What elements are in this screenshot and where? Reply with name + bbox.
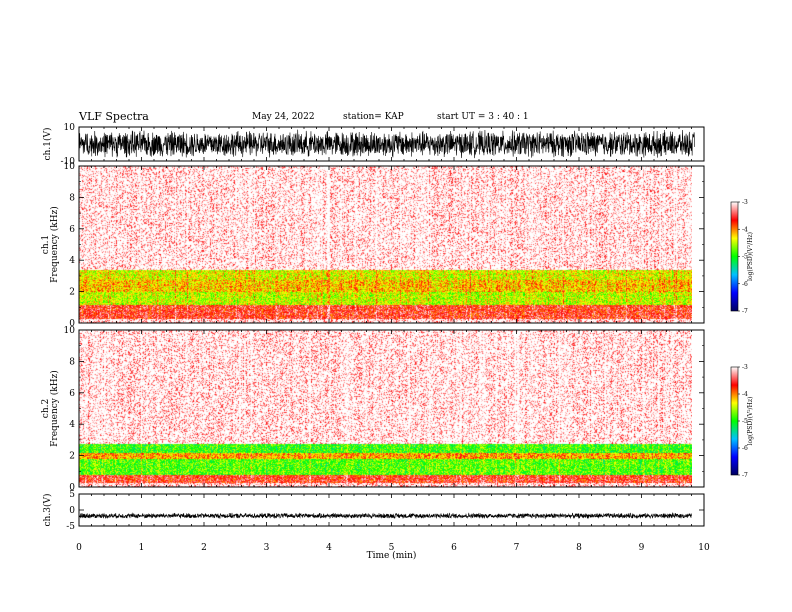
colorbar-tick-label: -4	[742, 391, 748, 398]
x-tick-label: 8	[576, 543, 582, 553]
colorbar-tick-label: -6	[742, 281, 748, 288]
y-tick-label: 4	[69, 256, 75, 266]
y-tick-label: 10	[64, 123, 76, 133]
y-tick-label: 10	[64, 326, 76, 336]
y-axis-label: ch.1(V)	[42, 128, 53, 161]
colorbar-1	[730, 201, 739, 312]
x-tick-label: 10	[698, 543, 710, 553]
x-tick-label: 5	[389, 543, 395, 553]
y-axis-label: ch.2	[41, 399, 51, 418]
x-tick-label: 7	[514, 543, 520, 553]
x-tick-label: 3	[264, 543, 270, 553]
x-tick-label: 4	[326, 543, 332, 553]
colorbar-label: log(PSD)(V²/Hz)	[747, 397, 754, 446]
y-tick-label: 6	[69, 225, 75, 235]
colorbar-tick-label: -3	[742, 364, 748, 371]
waveform-ch3-trace	[78, 512, 692, 520]
colorbar-tick-label: -5	[742, 254, 748, 261]
y-tick-label: 10	[64, 162, 76, 172]
colorbar-tick-label: -7	[742, 308, 748, 315]
colorbar-tick-label: -5	[742, 418, 748, 425]
y-tick-label: 0	[69, 483, 75, 493]
y-tick-label: 4	[69, 420, 75, 430]
y-tick-label: -10	[61, 157, 76, 167]
start-time-label: start UT = 3 : 40 : 1	[437, 112, 529, 122]
panel-frame-4	[78, 493, 705, 527]
x-tick-label: 6	[451, 543, 457, 553]
x-tick-label: 2	[201, 543, 207, 553]
colorbar-tick-label: -7	[742, 472, 748, 479]
y-tick-label: -5	[66, 522, 75, 532]
x-tick-label: 0	[76, 543, 82, 553]
date-label: May 24, 2022	[252, 112, 315, 122]
spectrogram-ch2-image	[79, 330, 692, 487]
y-axis-label: Frequency (kHz)	[49, 206, 60, 283]
x-tick-label: 1	[139, 543, 145, 553]
colorbar-tick-label: -6	[742, 445, 748, 452]
y-axis-label: ch.1	[41, 235, 51, 254]
y-tick-label: 2	[69, 452, 75, 462]
x-axis-label: Time (min)	[367, 550, 417, 561]
chart-title: VLF Spectra	[79, 110, 149, 123]
y-tick-label: 2	[69, 288, 75, 298]
colorbar-tick-label: -3	[742, 199, 748, 206]
y-tick-label: 8	[69, 357, 75, 367]
colorbar-tick-label: -4	[742, 226, 748, 233]
colorbar-label: log(PSD)(V²/Hz)	[747, 232, 754, 281]
x-tick-label: 9	[639, 543, 645, 553]
y-axis-label: Frequency (kHz)	[49, 370, 60, 447]
y-tick-label: 0	[69, 319, 75, 329]
y-tick-label: 6	[69, 389, 75, 399]
y-axis-label: ch.3(V)	[42, 494, 53, 527]
waveform-ch1-trace	[78, 129, 695, 159]
colorbar-2	[730, 366, 739, 476]
y-tick-label: 5	[69, 490, 75, 500]
station-label: station= KAP	[343, 112, 404, 122]
y-tick-label: 8	[69, 193, 75, 203]
spectrogram-ch1-image	[79, 166, 692, 323]
y-tick-label: 0	[69, 506, 75, 516]
